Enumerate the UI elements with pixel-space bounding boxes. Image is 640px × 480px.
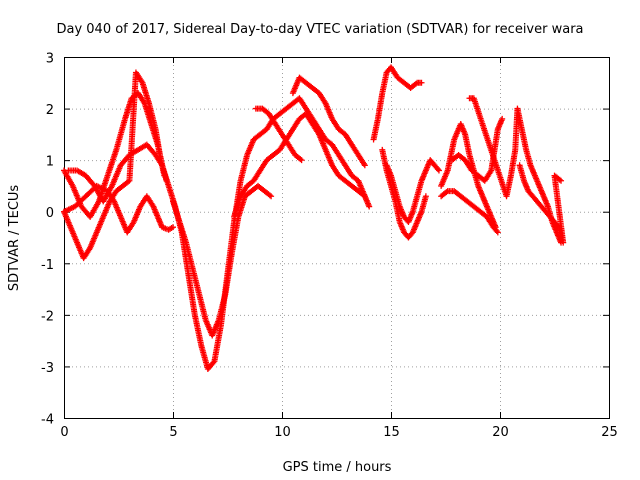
series-pass-d	[65, 141, 170, 205]
data-point	[494, 229, 501, 236]
x-tick-label: 15	[383, 425, 400, 440]
y-tick-label: -4	[41, 413, 54, 428]
data-point	[163, 177, 170, 184]
data-point	[435, 167, 442, 174]
series-pass-i	[370, 64, 425, 143]
data-point	[268, 193, 275, 200]
series-pass-o	[466, 95, 565, 246]
y-tick-label: -2	[41, 309, 54, 324]
grid	[64, 57, 609, 418]
x-tick-label: 5	[169, 425, 177, 440]
data-point	[298, 157, 305, 164]
y-axis-label: SDTVAR / TECUs	[7, 185, 22, 292]
series-pass-n	[449, 115, 506, 184]
data-point	[493, 228, 500, 235]
data-point	[266, 192, 273, 199]
data-point	[422, 193, 429, 200]
data-points	[61, 64, 567, 373]
series-pass-f	[231, 110, 373, 220]
data-point	[170, 224, 176, 231]
data-point	[366, 203, 373, 210]
y-tick-label: -1	[41, 258, 54, 273]
data-point	[418, 79, 425, 86]
data-point	[361, 162, 368, 169]
series-pass-j	[383, 157, 442, 226]
x-tick-label: 20	[492, 425, 509, 440]
data-point	[499, 115, 506, 122]
y-tick-label: 2	[46, 103, 54, 118]
series-pass-p	[516, 162, 567, 246]
chart-title: Day 040 of 2017, Sidereal Day-to-day VTE…	[56, 22, 583, 37]
x-tick-label: 0	[60, 425, 68, 440]
y-tick-label: 1	[46, 155, 54, 170]
series-pass-k	[379, 146, 429, 241]
series-pass-b	[61, 69, 168, 262]
series-pass-e	[170, 182, 275, 339]
data-point	[558, 177, 565, 184]
series-pass-g	[252, 105, 305, 164]
x-axis-label: GPS time / hours	[283, 460, 392, 475]
x-tick-label: 10	[274, 425, 291, 440]
data-point	[210, 359, 217, 366]
data-point	[297, 156, 304, 163]
data-point	[434, 166, 441, 173]
series-pass-m	[438, 188, 501, 236]
series-pass-h	[289, 74, 368, 169]
y-tick-label: 0	[46, 206, 54, 221]
data-point	[412, 80, 419, 87]
y-tick-label: -3	[41, 361, 54, 376]
plot-frame	[64, 57, 610, 419]
x-tick-label: 25	[601, 425, 618, 440]
y-tick-label: 3	[46, 52, 54, 67]
data-point	[556, 176, 563, 183]
axis-ticks: 0 5 10 15 20 25 -4 -3 -2 -1 0 1 2 3	[41, 52, 618, 441]
data-point	[443, 189, 450, 196]
